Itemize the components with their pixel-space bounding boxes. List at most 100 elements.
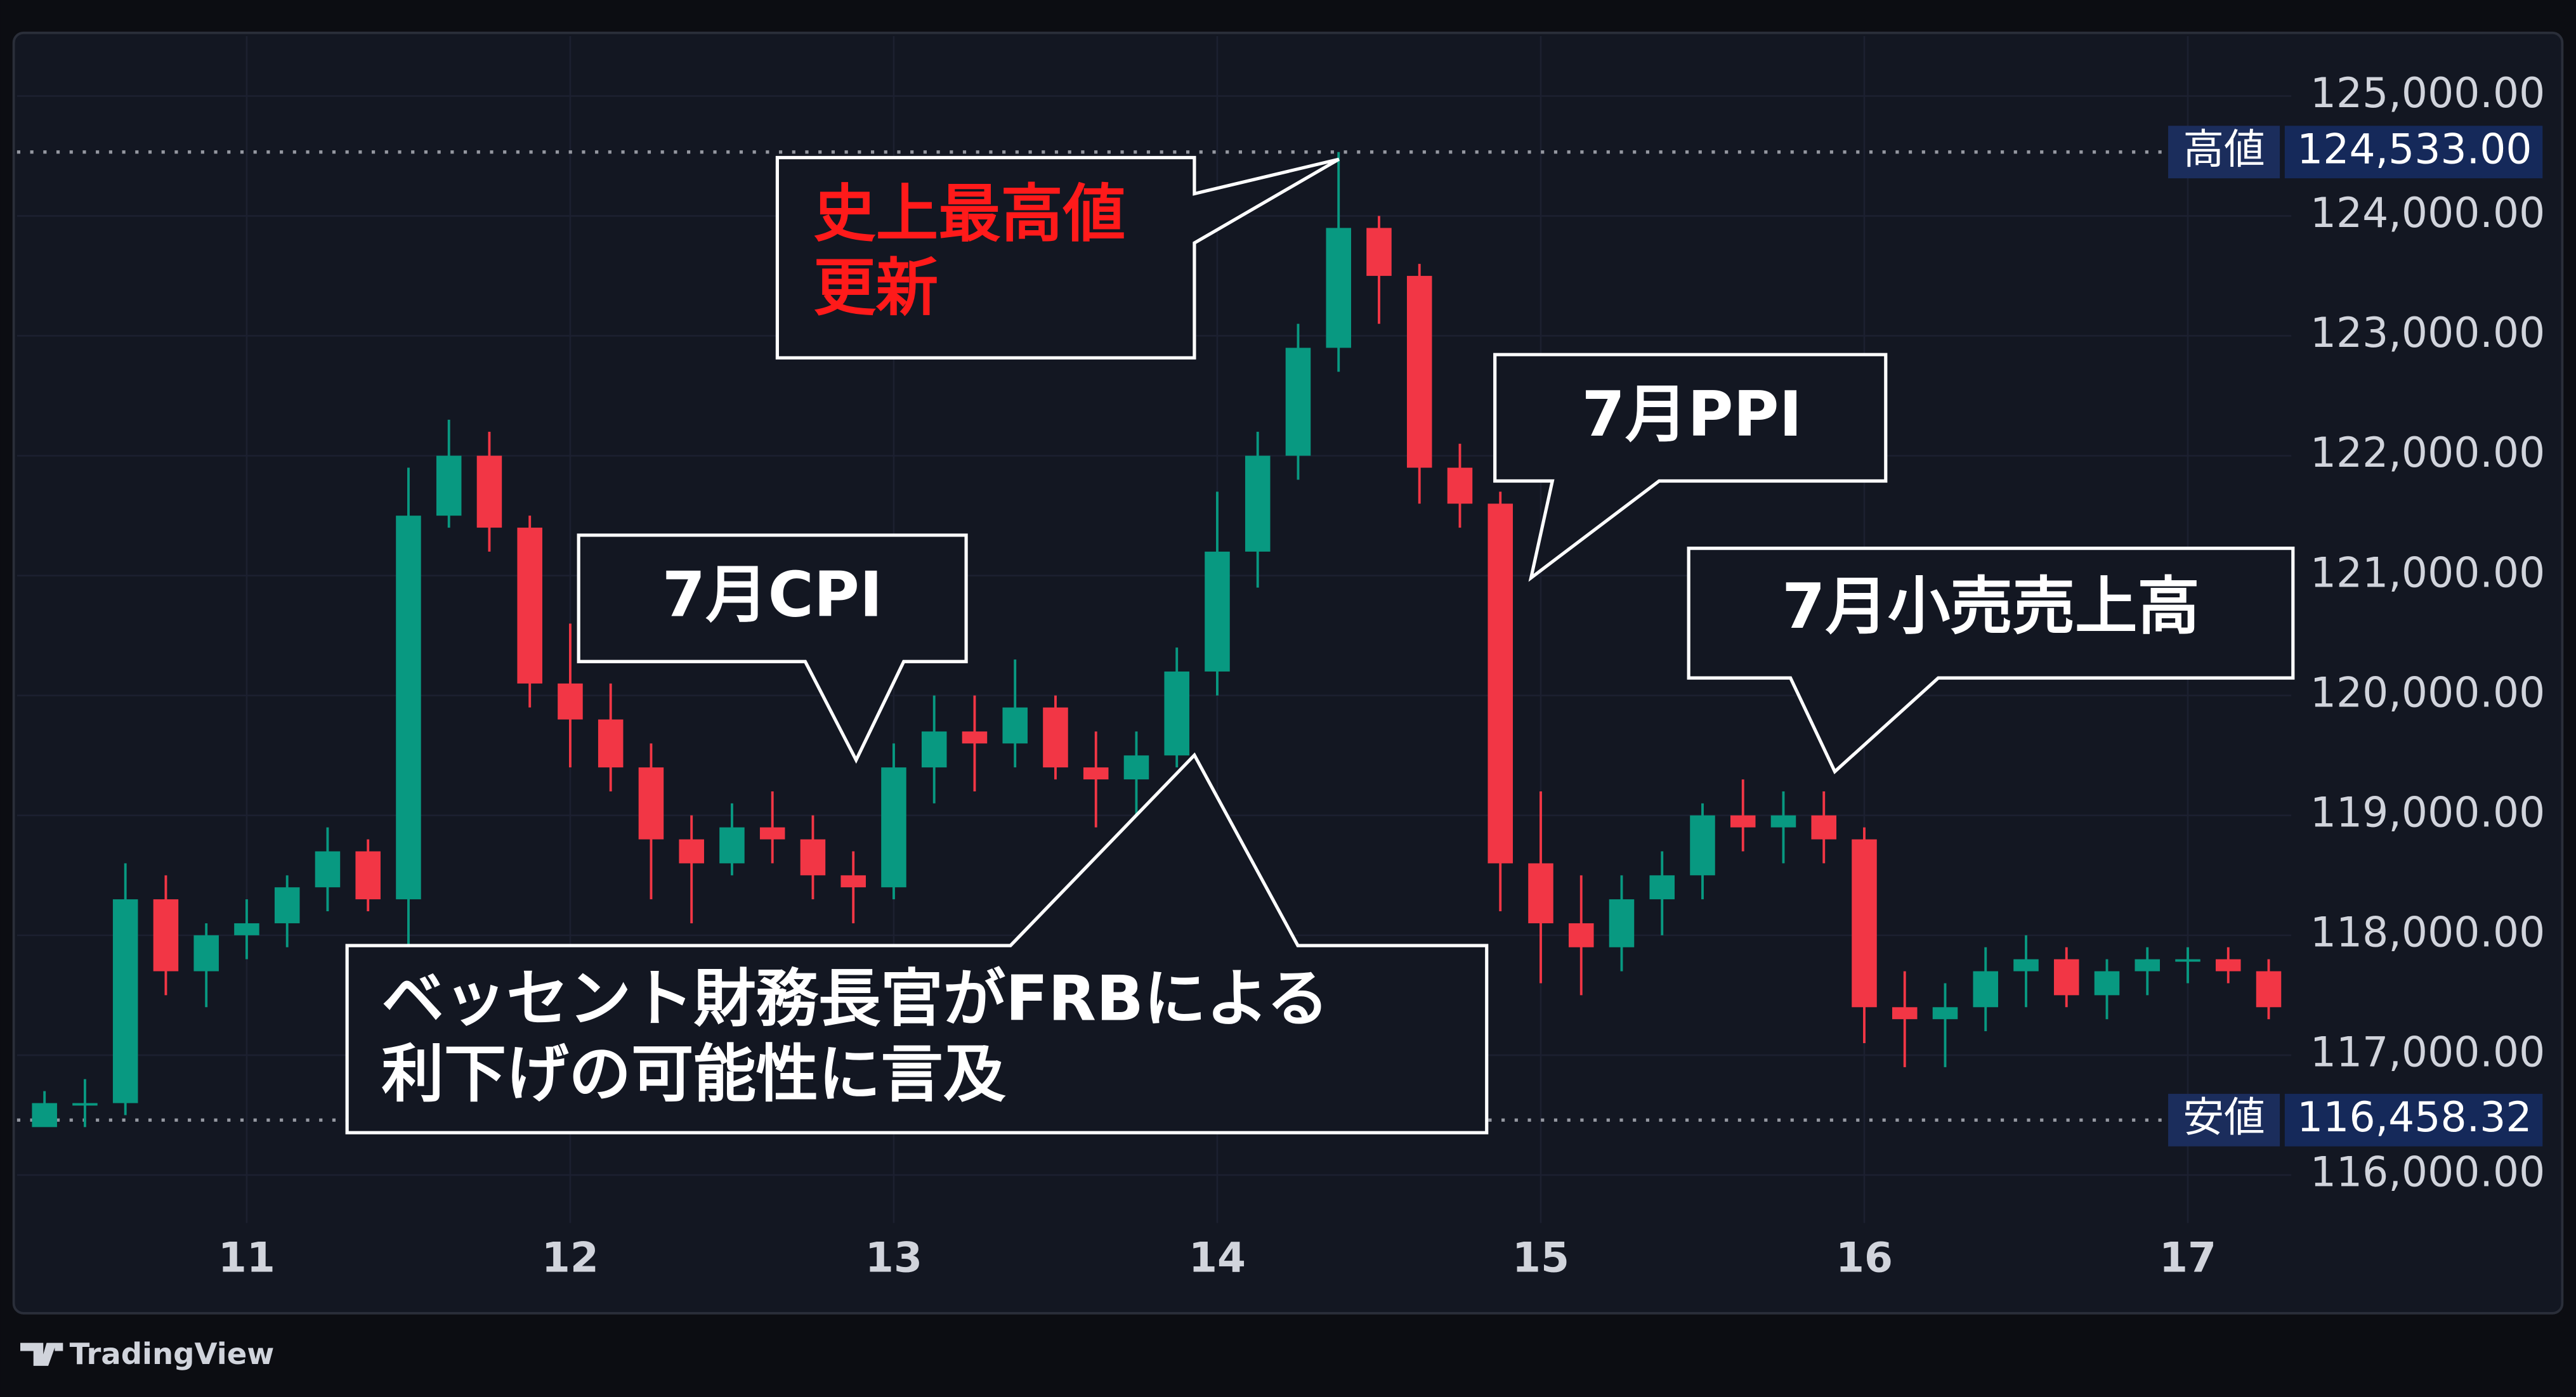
candle-body: [881, 767, 906, 888]
annotation-box: [1687, 547, 2295, 774]
annotation: 7月小売売上高: [1687, 547, 2295, 774]
candle-body: [1043, 707, 1068, 768]
annotation-box: [1493, 353, 1888, 582]
candle-body: [1568, 923, 1594, 947]
y-tick-label: 125,000.00: [2310, 70, 2545, 117]
candle-body: [72, 1103, 98, 1106]
candle-body: [32, 1103, 57, 1127]
annotation: 7月CPI: [577, 533, 968, 764]
candle-body: [2175, 959, 2200, 962]
x-tick-label: 17: [2159, 1235, 2216, 1282]
price-tag-label: 安値: [2183, 1094, 2265, 1141]
annotation: 7月PPI: [1493, 353, 1888, 582]
annotation-text: 史上最高値: [813, 178, 1125, 250]
annotation-box: [577, 533, 968, 764]
x-tick-label: 13: [865, 1235, 922, 1282]
candle-body: [153, 899, 179, 971]
candle-body: [2256, 971, 2282, 1008]
price-tag-label-bg: [2168, 126, 2280, 179]
candle-body: [1730, 815, 1756, 828]
candle-body: [112, 899, 138, 1103]
x-tick-label: 11: [218, 1235, 275, 1282]
candle-body: [1811, 815, 1837, 840]
candle-body: [598, 719, 624, 768]
y-tick-label: 124,000.00: [2310, 190, 2545, 237]
candle-body: [476, 455, 502, 528]
annotation-text: 7月PPI: [1582, 379, 1803, 451]
y-tick-label: 123,000.00: [2310, 309, 2545, 357]
price-tag-value: 124,533.00: [2297, 126, 2532, 173]
candle-body: [840, 875, 866, 888]
candle-body: [1932, 1007, 1958, 1020]
candle-body: [638, 767, 664, 840]
candle-body: [1690, 815, 1715, 876]
candle-body: [1406, 276, 1432, 468]
price-tag-label-bg: [2168, 1093, 2280, 1147]
y-tick-label: 116,000.00: [2310, 1149, 2545, 1197]
x-tick-label: 14: [1189, 1235, 1246, 1282]
y-tick-label: 119,000.00: [2310, 789, 2545, 836]
tradingview-logo: TradingView: [20, 1337, 274, 1371]
candle-body: [193, 935, 219, 971]
candle-body: [1770, 815, 1796, 828]
price-tag-value-bg: [2284, 1093, 2543, 1147]
candle-body: [1245, 455, 1271, 552]
candle-body: [1164, 671, 1189, 756]
candle-body: [1892, 1007, 1918, 1020]
candle-body: [2215, 959, 2241, 971]
candle-body: [558, 683, 583, 720]
y-tick-label: 122,000.00: [2310, 429, 2545, 477]
candle-body: [1528, 863, 1553, 923]
candle-body: [719, 827, 745, 864]
annotation-text: 7月小売売上高: [1782, 571, 2200, 643]
candle-body: [355, 851, 381, 900]
candle-body: [1649, 875, 1675, 900]
annotation-box: [345, 752, 1489, 1134]
candle-body: [1447, 467, 1473, 504]
candle-body: [2053, 959, 2079, 996]
candle-body: [1205, 551, 1230, 672]
candle-body: [2135, 959, 2161, 971]
candle-body: [1366, 228, 1392, 276]
y-tick-label: 121,000.00: [2310, 549, 2545, 597]
y-tick-label: 118,000.00: [2310, 909, 2545, 956]
candle-body: [1123, 755, 1149, 780]
candle-body: [759, 827, 785, 840]
candle-body: [1285, 348, 1311, 456]
annotation-text: 7月CPI: [662, 559, 883, 632]
footer-brand: TradingView: [70, 1337, 275, 1371]
candle-body: [1083, 767, 1109, 780]
candle-body: [962, 731, 988, 744]
price-tag-value: 116,458.32: [2297, 1094, 2532, 1141]
candle-body: [1002, 707, 1028, 744]
candle-body: [1609, 899, 1635, 947]
candle-body: [2013, 959, 2039, 971]
candle-body: [1852, 839, 1877, 1008]
logo-mark: [20, 1342, 63, 1366]
annotation-text: 利下げの可能性に言及: [382, 1039, 1006, 1111]
candle-body: [1973, 971, 1999, 1008]
candle-body: [2094, 971, 2120, 996]
y-tick-label: 117,000.00: [2310, 1029, 2545, 1076]
candle-body: [1487, 504, 1513, 864]
x-tick-label: 12: [542, 1235, 599, 1282]
candle-body: [315, 851, 341, 888]
candle-body: [517, 528, 542, 684]
candle-body: [234, 923, 259, 935]
candle-body: [800, 839, 826, 876]
candle-body: [274, 887, 300, 923]
x-tick-label: 16: [1836, 1235, 1893, 1282]
x-tick-label: 15: [1512, 1235, 1569, 1282]
candle-body: [1326, 228, 1351, 348]
price-tag-value-bg: [2284, 126, 2543, 179]
annotation-text: 更新: [813, 252, 938, 325]
candle-body: [679, 839, 704, 864]
price-tag-label: 高値: [2183, 126, 2265, 173]
candle-body: [396, 516, 421, 900]
candle-body: [921, 731, 947, 768]
candle-body: [436, 455, 462, 516]
